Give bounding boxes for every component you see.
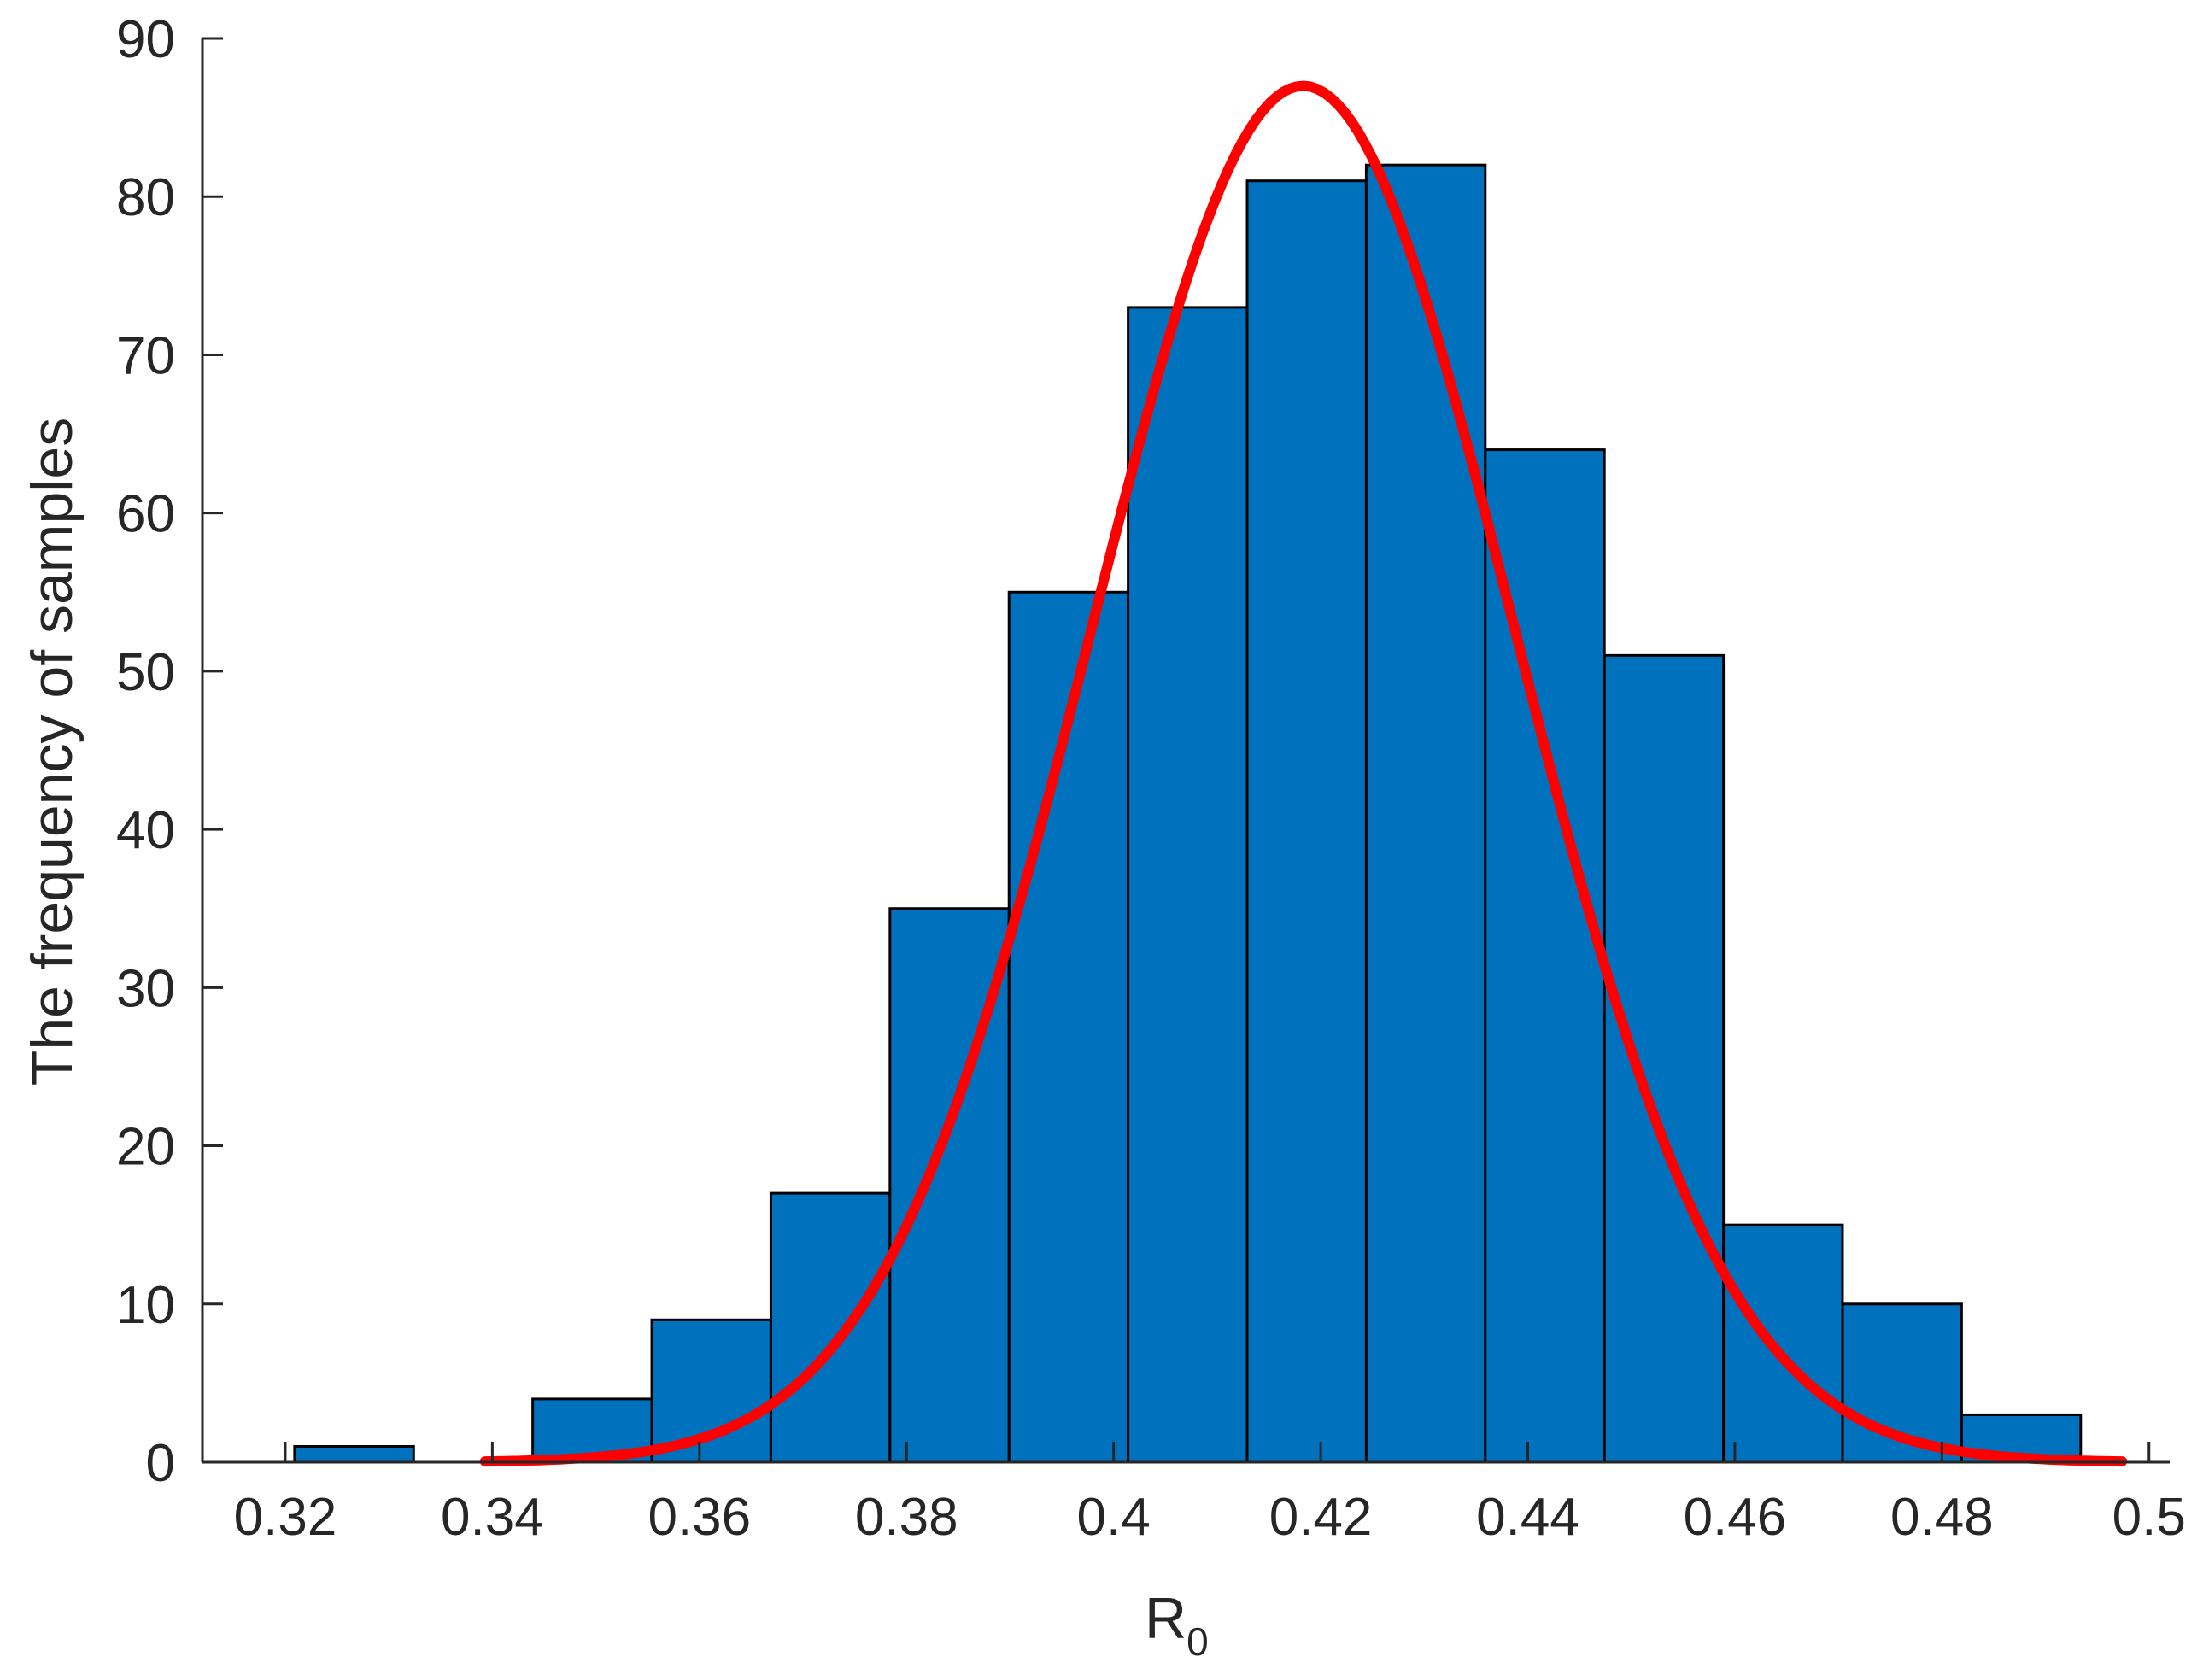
x-axis-label-main: R [1145,1586,1187,1651]
y-tick-label: 50 [116,643,175,702]
histogram-bar [1245,179,1368,1464]
x-tick-label: 0.34 [441,1488,544,1547]
y-tick-label: 0 [146,1434,175,1493]
histogram-bar [531,1397,653,1464]
histogram-bar [1603,653,1726,1464]
histogram-bar [1127,306,1249,1464]
y-tick-label: 70 [116,326,175,385]
y-tick-label: 20 [116,1118,175,1177]
x-axis-ticks: 0.32 0.34 0.36 0.38 0.4 0.42 0.44 0.46 0.48 0.5 [234,1442,2186,1547]
normal-fit-curve [479,80,2128,1467]
histogram-bar [1364,163,1487,1464]
y-axis-label: The frequency of samples [20,418,85,1086]
x-tick-label: 0.5 [2112,1488,2186,1547]
y-tick-label: 10 [116,1276,175,1335]
histogram-bar [1484,448,1606,1464]
y-axis-ticks: 0 10 20 30 40 50 60 70 80 90 [116,10,223,1493]
x-tick-label: 0.36 [647,1488,751,1547]
x-tick-label: 0.4 [1077,1488,1151,1547]
histogram-bar [769,1191,892,1464]
x-tick-label: 0.32 [234,1488,337,1547]
x-tick-label: 0.44 [1476,1488,1579,1547]
histogram-bar [1722,1223,1844,1464]
histogram-bars [293,163,2083,1464]
x-tick-label: 0.46 [1684,1488,1787,1547]
y-tick-label: 40 [116,801,175,860]
y-tick-label: 90 [116,10,175,69]
x-tick-label: 0.48 [1890,1488,1994,1547]
y-tick-label: 80 [116,168,175,227]
histogram-bar [650,1318,772,1464]
x-axis-label: R0 [1145,1586,1209,1664]
x-tick-label: 0.42 [1269,1488,1373,1547]
histogram-bar [293,1444,415,1464]
y-tick-label: 30 [116,959,175,1018]
x-axis-label-subscript: 0 [1187,1619,1209,1664]
y-tick-label: 60 [116,485,175,544]
x-tick-label: 0.38 [855,1488,958,1547]
